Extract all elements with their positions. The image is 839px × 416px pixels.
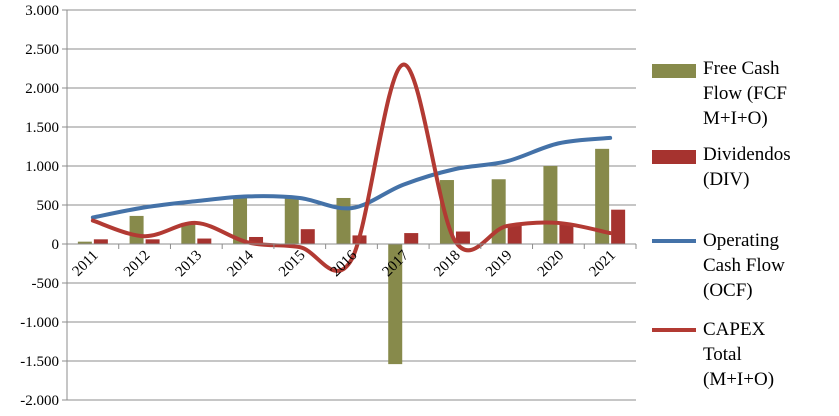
y-axis-ticks: 3.000 2.500 2.000 1.500 1.000 500 0 -500 -1.000 -… (20, 3, 59, 409)
x-tick-label: 2012 (121, 248, 154, 281)
legend-label: M+I+O) (703, 108, 768, 129)
y-tick-label: 1.000 (25, 159, 59, 175)
y-tick-label: -500 (32, 276, 60, 292)
y-tick-label: 2.500 (25, 42, 59, 58)
bar (336, 197, 351, 244)
bar (77, 241, 92, 244)
bar (249, 236, 264, 244)
series-line (90, 135, 613, 220)
legend-label: Total (703, 344, 742, 365)
bar (507, 225, 522, 244)
y-tick-label: -2.000 (20, 393, 59, 409)
legend-swatch (652, 64, 696, 78)
x-axis-ticks: 2011 2012 2013 2014 2015 2016 2017 2018 2019 2020… (70, 247, 619, 280)
legend: Free Cash Flow (FCF M+I+O) Dividendos (DIV) O… (652, 58, 791, 390)
x-tick-label: 2015 (276, 248, 309, 281)
bar (233, 197, 248, 244)
legend-label: (OCF) (703, 280, 753, 301)
x-tick-label: 2019 (483, 248, 516, 281)
bar (129, 215, 144, 244)
series-lines (90, 62, 613, 273)
y-tick-label: 0 (52, 237, 60, 253)
bar (145, 239, 160, 244)
bar (559, 224, 574, 244)
bar (595, 148, 610, 244)
bars (77, 148, 626, 365)
y-tick-label: 3.000 (25, 3, 59, 19)
bar (543, 166, 558, 244)
legend-label: Operating (703, 230, 779, 251)
bar (388, 244, 403, 365)
series-line (90, 62, 613, 273)
y-tick-label: -1.000 (20, 315, 59, 331)
bar (404, 233, 419, 244)
x-tick-label: 2014 (224, 247, 257, 280)
x-tick-label: 2013 (173, 248, 206, 281)
bar (181, 222, 196, 244)
legend-swatch (652, 150, 696, 164)
legend-label: CAPEX (703, 319, 766, 340)
y-tick-label: -1.500 (20, 354, 59, 370)
legend-label: (M+I+O) (703, 369, 774, 390)
bar (284, 196, 299, 244)
legend-label: Free Cash (703, 58, 780, 79)
legend-label: (DIV) (703, 169, 749, 190)
axes (66, 10, 637, 400)
bar (300, 229, 315, 244)
bar (455, 231, 470, 244)
y-tick-label: 2.000 (25, 81, 59, 97)
legend-label: Dividendos (703, 144, 791, 165)
legend-label: Flow (FCF (703, 83, 787, 104)
x-tick-label: 2021 (586, 248, 619, 281)
x-tick-label: 2020 (535, 248, 568, 281)
y-tick-label: 500 (37, 198, 60, 214)
x-tick-label: 2011 (70, 248, 102, 280)
x-tick-label: 2018 (431, 248, 464, 281)
bar (197, 238, 212, 244)
bar (611, 209, 626, 244)
y-tick-label: 1.500 (25, 120, 59, 136)
legend-label: Cash Flow (703, 255, 785, 276)
bar (93, 239, 108, 244)
